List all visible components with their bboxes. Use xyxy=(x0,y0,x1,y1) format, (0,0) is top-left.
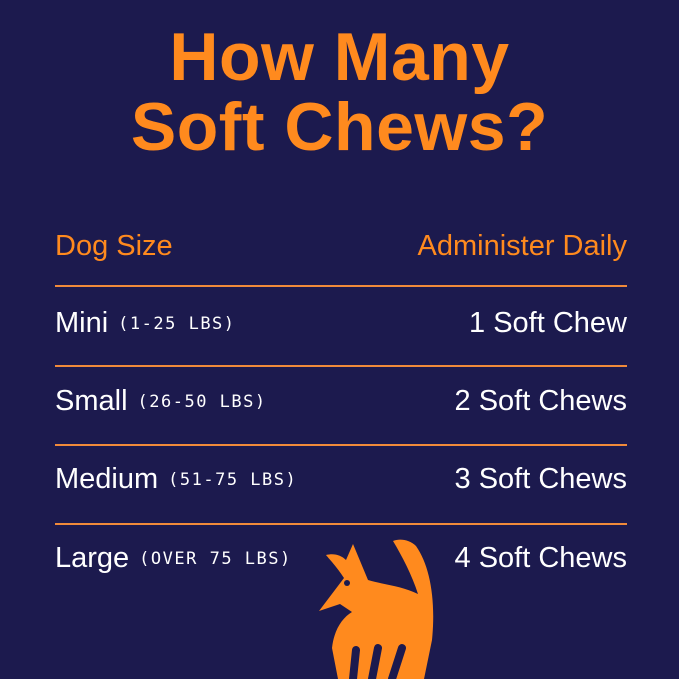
divider xyxy=(55,365,627,367)
dose-amount: 4 Soft Chews xyxy=(454,542,627,574)
weight-range: (51-75 LBS) xyxy=(168,470,298,490)
size-label: Medium xyxy=(55,463,159,495)
table-row: Large (OVER 75 LBS) 4 Soft Chews xyxy=(55,542,627,582)
dose-amount: 3 Soft Chews xyxy=(454,463,627,495)
weight-range: (OVER 75 LBS) xyxy=(139,549,292,569)
table-row: Medium (51-75 LBS) 3 Soft Chews xyxy=(55,463,627,503)
page-title: How Many Soft Chews? xyxy=(0,22,679,162)
size-label: Mini xyxy=(55,307,109,339)
dog-size: Large (OVER 75 LBS) xyxy=(55,542,292,575)
table-row: Small (26-50 LBS) 2 Soft Chews xyxy=(55,385,627,425)
size-label: Small xyxy=(55,385,128,417)
weight-range: (1-25 LBS) xyxy=(118,314,236,334)
dose-amount: 2 Soft Chews xyxy=(454,385,627,417)
dose-amount: 1 Soft Chew xyxy=(469,307,627,339)
dog-size: Mini (1-25 LBS) xyxy=(55,307,236,340)
divider xyxy=(55,285,627,287)
title-line-2: Soft Chews? xyxy=(130,89,549,165)
table-row: Mini (1-25 LBS) 1 Soft Chew xyxy=(55,307,627,347)
size-label: Large xyxy=(55,542,130,574)
weight-range: (26-50 LBS) xyxy=(137,392,267,412)
column-header-administer-daily: Administer Daily xyxy=(417,230,628,262)
dog-size: Small (26-50 LBS) xyxy=(55,385,267,418)
divider xyxy=(55,523,627,525)
dog-size: Medium (51-75 LBS) xyxy=(55,463,297,496)
divider xyxy=(55,444,627,446)
column-header-dog-size: Dog Size xyxy=(55,230,173,262)
title-line-1: How Many xyxy=(169,19,510,95)
